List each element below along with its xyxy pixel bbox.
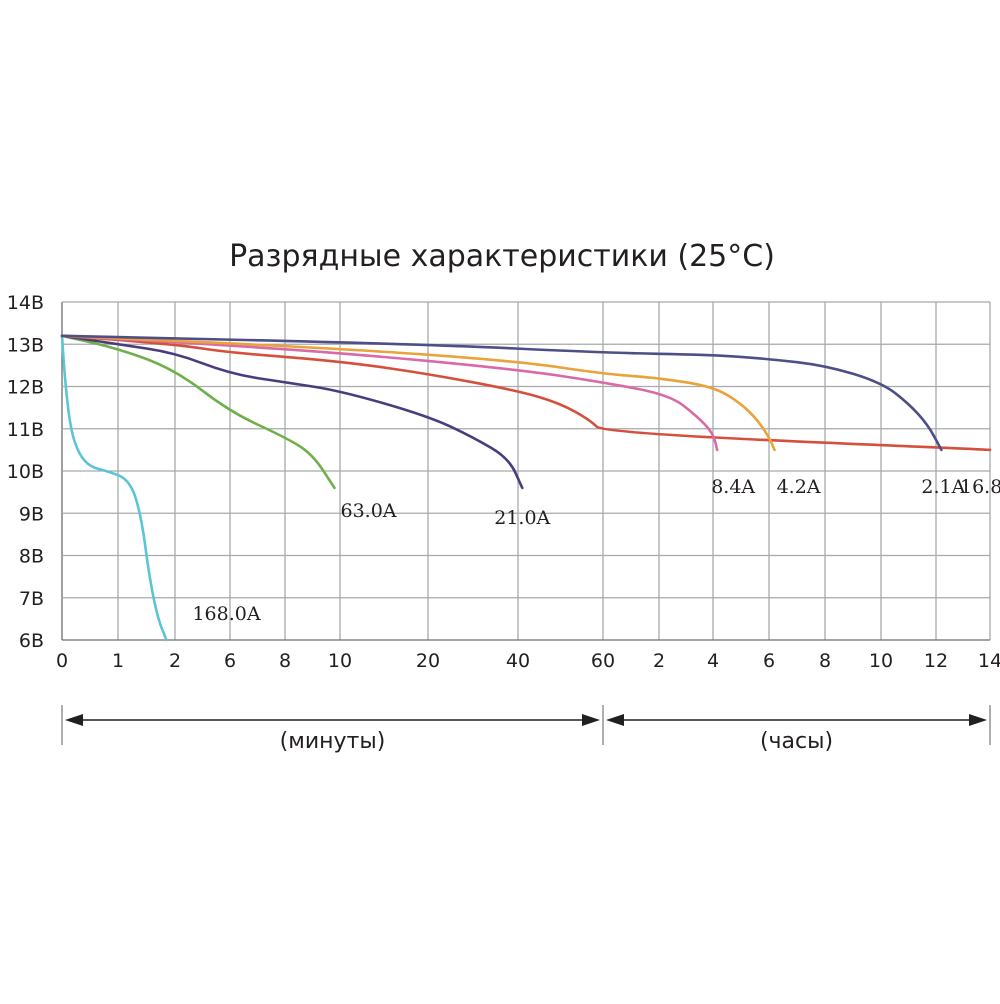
time-unit-label: (часы) — [760, 729, 833, 754]
x-tick-label: 2 — [653, 650, 665, 672]
series-line-4.2A — [60, 334, 776, 452]
series-group — [60, 334, 992, 642]
arrow-left-icon — [606, 714, 624, 726]
x-tick-label: 8 — [279, 650, 291, 672]
x-tick-label: 1 — [112, 650, 124, 672]
series-label: 2.1A — [921, 476, 965, 498]
x-tick-label: 4 — [707, 650, 719, 672]
x-tick-label: 10 — [869, 650, 893, 672]
y-tick-label: 12В — [7, 377, 44, 399]
x-tick-label: 40 — [506, 650, 530, 672]
arrow-right-icon — [582, 714, 600, 726]
x-tick-label: 12 — [924, 650, 948, 672]
y-tick-label: 11В — [7, 419, 44, 441]
x-tick-label: 8 — [819, 650, 831, 672]
series-label: 4.2A — [777, 476, 821, 498]
y-tick-label: 7В — [19, 588, 44, 610]
arrow-left-icon — [65, 714, 83, 726]
y-tick-label: 6В — [19, 630, 44, 652]
y-tick-label: 10В — [7, 461, 44, 483]
x-tick-label: 0 — [56, 650, 68, 672]
x-tick-label: 6 — [224, 650, 236, 672]
y-tick-label: 13В — [7, 334, 44, 356]
time-unit-label: (минуты) — [280, 729, 386, 754]
grid — [61, 301, 991, 641]
arrow-right-icon — [969, 714, 987, 726]
series-line-8.4A — [60, 334, 719, 452]
series-label: 16.8A — [960, 476, 1000, 498]
series-line-21.0A — [60, 334, 524, 490]
y-tick-label: 9В — [19, 503, 44, 525]
x-tick-label: 20 — [416, 650, 440, 672]
x-tick-label: 60 — [591, 650, 615, 672]
x-tick-label: 2 — [169, 650, 181, 672]
series-label: 8.4A — [711, 476, 755, 498]
x-axis-ticks: 0 1 2 6 8 10 20 40 60 2 4 6 8 10 12 14 — [56, 650, 1000, 672]
time-unit-brackets: (минуты) (часы) — [61, 705, 991, 754]
y-axis-ticks: 14В 13В 12В 11В 10В 9В 8В 7В 6В — [7, 292, 44, 652]
y-tick-label: 14В — [7, 292, 44, 314]
series-line-63.0A — [60, 334, 336, 490]
x-tick-label: 6 — [763, 650, 775, 672]
chart-title: Разрядные характеристики (25°C) — [229, 239, 775, 274]
series-line-168.0A — [60, 334, 168, 642]
y-tick-label: 8В — [19, 546, 44, 568]
x-tick-label: 10 — [328, 650, 352, 672]
series-labels: 168.0A 63.0A 21.0A 16.8A 8.4A 4.2A 2.1A — [192, 476, 1000, 625]
series-label: 168.0A — [192, 603, 260, 625]
series-label: 21.0A — [494, 507, 550, 529]
series-line-16.8A — [60, 334, 992, 452]
x-tick-label: 14 — [978, 650, 1000, 672]
series-label: 63.0A — [341, 500, 397, 522]
series-line-2.1A — [60, 334, 943, 452]
